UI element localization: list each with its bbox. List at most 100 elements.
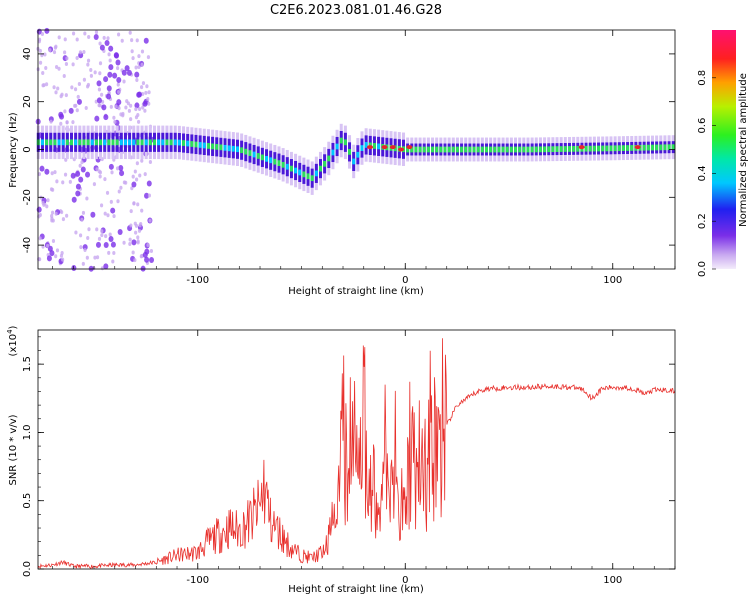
spectrogram-noise-cell: [130, 38, 134, 43]
spectrogram-noise-cell: [136, 202, 140, 207]
spectrogram-noise-cell: [133, 221, 137, 226]
spectrogram-core-cell: [335, 143, 339, 150]
spectrogram-noise-cell: [86, 235, 90, 240]
spectrogram-noise-cell: [73, 87, 78, 92]
spectrogram-noise-cell: [139, 85, 144, 90]
spectrogram-noise-cell: [89, 73, 94, 78]
spectrogram-noise-cell: [103, 263, 109, 270]
spectrogram-noise-cell: [46, 198, 50, 203]
spectrogram-core-cell: [455, 146, 459, 153]
spectrogram-noise-cell: [61, 217, 66, 222]
colorbar-tick-label: 0.6: [697, 118, 708, 134]
spectrogram-core-cell: [472, 146, 476, 153]
spectrogram-noise-cell: [41, 83, 45, 88]
spectrogram-noise-cell: [137, 65, 141, 70]
spectrogram-core-cell: [356, 151, 360, 158]
spectrogram-noise-cell: [71, 31, 76, 36]
spectrogram-noise-cell: [81, 261, 85, 266]
spectrogram-core-cell: [186, 140, 190, 147]
spectrogram-noise-cell: [71, 120, 75, 125]
spectrogram-core-cell: [372, 143, 376, 149]
spectrogram-noise-cell: [102, 35, 106, 40]
spectrogram-noise-cell: [62, 73, 66, 78]
spectrogram-core-cell: [547, 146, 551, 153]
spectrogram-core-cell: [559, 146, 563, 152]
spectrogram-core-cell: [273, 158, 277, 165]
spectrogram-core-cell: [99, 139, 103, 146]
spectrogram-noise-cell: [59, 253, 64, 258]
spectrogram-noise-cell: [70, 85, 74, 90]
spectrogram-noise-cell: [105, 190, 110, 195]
spectrogram-core-cell: [605, 145, 609, 152]
spectrogram-noise-cell: [108, 236, 114, 243]
spectrogram-noise-cell: [49, 250, 55, 257]
spectrogram-noise-cell: [64, 62, 69, 67]
spectrogram-core-cell: [563, 146, 567, 152]
spectrogram-noise-cell: [43, 52, 47, 57]
snr-xtick-label: 100: [603, 575, 622, 586]
spectrogram-core-cell: [148, 139, 152, 146]
spectrogram-noise-cell: [144, 192, 150, 199]
spectrogram-core-cell: [78, 139, 82, 146]
spectrogram-noise-cell: [90, 211, 96, 218]
spectrogram-noise-cell: [86, 62, 90, 67]
spectrogram-noise-cell: [78, 52, 84, 59]
spectrogram-core-cell: [115, 139, 119, 146]
spectrogram-noise-cell: [110, 170, 114, 175]
spectrogram-core-cell: [190, 141, 194, 147]
spectrogram-noise-cell: [129, 209, 133, 214]
spectrogram-core-cell: [572, 146, 576, 152]
spectrogram-noise-cell: [59, 113, 65, 120]
spectrogram-core-cell: [94, 139, 98, 146]
spectrogram-noise-cell: [135, 38, 139, 43]
spectrogram-noise-cell: [78, 163, 82, 168]
spectrogram-noise-cell: [78, 50, 83, 55]
spectrogram-core-cell: [592, 145, 596, 152]
spectrogram-core-cell: [123, 139, 127, 146]
spectrogram-noise-cell: [65, 56, 69, 61]
spectrogram-core-cell: [61, 139, 65, 146]
spectrogram-core-cell: [314, 170, 318, 177]
spectrogram-noise-cell: [119, 185, 123, 190]
spectrogram-noise-cell: [54, 64, 59, 69]
spectrogram-peak-cell: [406, 145, 413, 150]
spectrogram-noise-cell: [53, 170, 57, 175]
spectrogram-noise-cell: [126, 101, 130, 106]
spectrogram-peak-cell: [578, 145, 585, 150]
spectrogram-noise-cell: [138, 173, 142, 178]
spectrogram-noise-cell: [55, 179, 59, 184]
spectrogram-noise-cell: [131, 56, 135, 61]
spectrogram-noise-cell: [129, 223, 133, 228]
spectrogram-noise-cell: [64, 93, 68, 98]
spectrogram-noise-cell: [54, 211, 58, 216]
spectrogram-noise-cell: [48, 48, 52, 53]
spectrogram-noise-cell: [146, 180, 152, 187]
spectrogram-core-cell: [294, 167, 298, 174]
spectrogram-noise-cell: [147, 193, 152, 198]
spectrogram-core-cell: [211, 143, 215, 150]
spectrogram-noise-cell: [146, 55, 151, 60]
spectrogram-noise-cell: [99, 203, 104, 208]
spectrogram-noise-cell: [112, 72, 118, 79]
spectrogram-core-cell: [327, 155, 331, 162]
spectrogram-noise-cell: [100, 92, 104, 97]
spectrogram-noise-cell: [80, 160, 84, 165]
spectrogram-core-cell: [468, 146, 472, 153]
spectrogram-core-cell: [86, 139, 90, 146]
spectrogram-core-cell: [318, 165, 322, 172]
spectrogram-core-cell: [82, 139, 86, 146]
spectrogram-noise-cell: [138, 223, 142, 228]
spectrogram-core-cell: [240, 147, 244, 154]
spectrogram-noise-cell: [129, 103, 133, 108]
spectrogram-core-cell: [157, 139, 161, 146]
spectrogram-noise-cell: [108, 45, 114, 52]
spectrogram-noise-cell: [50, 214, 54, 219]
spectrogram-noise-cell: [100, 233, 104, 238]
spectrogram-noise-cell: [84, 105, 88, 110]
spectrogram-noise-cell: [141, 81, 146, 86]
spectrogram-core-cell: [476, 146, 480, 153]
spectrogram-noise-cell: [75, 170, 81, 177]
spectrogram-noise-cell: [100, 229, 104, 234]
spectrogram-frame: [37, 29, 676, 270]
spectrogram-noise-cell: [115, 166, 120, 171]
